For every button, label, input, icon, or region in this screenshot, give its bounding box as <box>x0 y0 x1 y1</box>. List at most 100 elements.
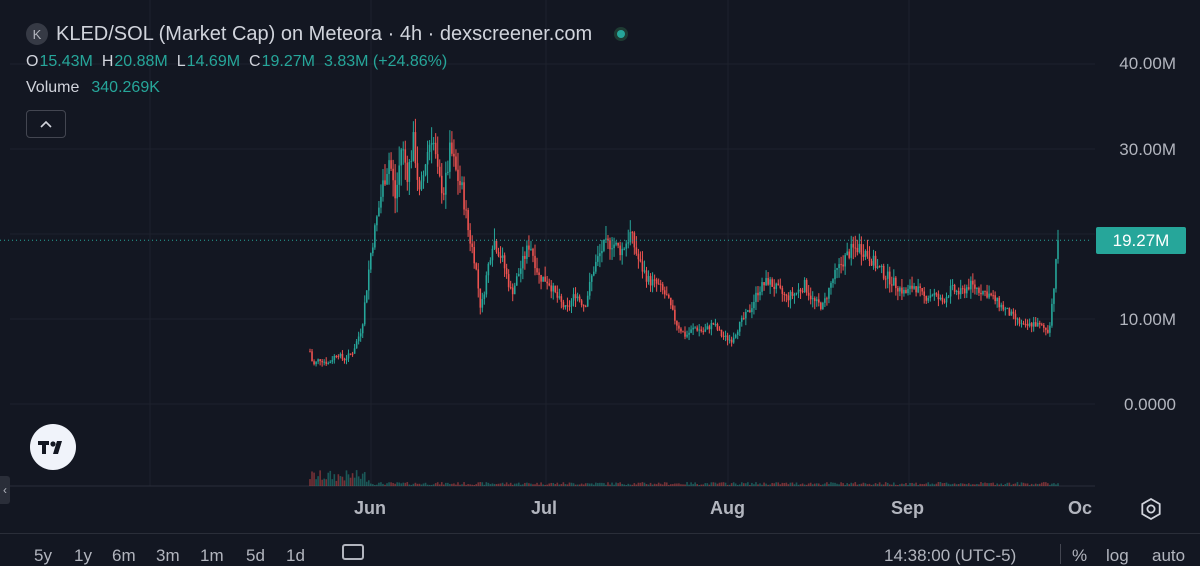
volume-bar <box>714 482 717 486</box>
volume-bar <box>475 484 478 486</box>
volume-bars <box>309 470 1059 486</box>
timeframe-5y[interactable]: 5y <box>34 546 52 565</box>
volume-bar <box>698 484 701 486</box>
volume-bar <box>927 482 930 486</box>
ohlc-close-value: 19.27M <box>261 53 315 70</box>
calendar-icon[interactable] <box>342 544 364 560</box>
volume-bar <box>347 474 350 486</box>
price-candles <box>309 118 1059 367</box>
candle-body <box>367 269 370 291</box>
volume-bar <box>323 478 325 486</box>
chart-pane[interactable]: K KLED/SOL (Market Cap) on Meteora · 4h … <box>0 0 1200 504</box>
timeframe-1d[interactable]: 1d <box>286 546 305 565</box>
volume-bar <box>832 482 834 486</box>
log-scale-toggle[interactable]: log <box>1106 546 1129 565</box>
chart-canvas[interactable] <box>0 0 1200 488</box>
candle-body <box>931 295 934 297</box>
volume-bar <box>923 484 926 486</box>
volume-bar <box>1010 484 1013 486</box>
tradingview-logo[interactable] <box>30 424 76 470</box>
volume-bar <box>753 484 755 486</box>
candle-body <box>372 247 374 254</box>
volume-bar <box>696 484 698 486</box>
volume-bar <box>509 482 512 486</box>
candle-body <box>485 275 488 295</box>
candle-body <box>828 287 830 299</box>
volume-bar <box>712 482 715 486</box>
percent-scale-toggle[interactable]: % <box>1072 546 1088 565</box>
timeframe-1m[interactable]: 1m <box>200 546 224 565</box>
candle-body <box>497 251 500 256</box>
volume-bar <box>414 482 417 486</box>
volume-bar <box>818 483 820 486</box>
candle-body <box>1016 318 1019 320</box>
volume-bar <box>965 484 968 486</box>
candle-body <box>325 361 328 364</box>
candle-body <box>813 298 816 302</box>
volume-bar <box>499 483 502 486</box>
volume-bar <box>517 482 520 486</box>
candle-body <box>597 256 599 262</box>
timeframe-3m[interactable]: 3m <box>156 546 180 565</box>
volume-bar <box>485 482 488 486</box>
volume-bar <box>631 484 634 486</box>
candle-body <box>803 279 806 292</box>
legend-collapse-button[interactable] <box>26 110 66 138</box>
timeframe-1y[interactable]: 1y <box>74 546 92 565</box>
candle-body <box>667 294 670 298</box>
candle-body <box>374 225 376 248</box>
volume-bar <box>1038 483 1041 486</box>
candle-body <box>627 242 630 244</box>
volume-bar <box>820 484 822 486</box>
candle-body <box>767 278 769 285</box>
candle-body <box>430 143 433 145</box>
ohlc-high-key: H <box>101 53 114 70</box>
candle-body <box>524 255 526 259</box>
candle-body <box>578 296 581 301</box>
candle-body <box>815 299 818 302</box>
volume-bar <box>595 482 597 486</box>
candle-body <box>442 193 445 195</box>
chart-settings-icon[interactable] <box>1138 496 1164 522</box>
candle-body <box>1040 324 1043 326</box>
candle-body <box>852 243 855 248</box>
volume-bar <box>647 484 650 486</box>
volume-bar <box>911 482 913 486</box>
volume-bar <box>588 483 591 486</box>
toolbar-divider <box>1060 544 1061 564</box>
volume-bar <box>406 482 409 486</box>
volume-bar <box>850 482 853 486</box>
volume-bar <box>455 484 457 486</box>
candle-body <box>438 166 441 176</box>
candle-body <box>742 317 745 319</box>
volume-bar <box>483 484 486 486</box>
volume-bar <box>935 483 938 486</box>
candle-body <box>647 276 650 282</box>
candle-body <box>319 359 321 362</box>
volume-bar <box>343 480 346 486</box>
timeframe-6m[interactable]: 6m <box>112 546 136 565</box>
volume-bar <box>789 482 792 486</box>
volume-bar <box>751 482 753 486</box>
candle-body <box>917 286 919 293</box>
volume-bar <box>590 483 593 486</box>
candle-body <box>505 268 508 275</box>
candle-body <box>757 292 759 296</box>
timeframe-5d[interactable]: 5d <box>246 546 265 565</box>
candle-body <box>625 243 628 249</box>
candle-body <box>1000 304 1003 308</box>
volume-bar <box>420 484 423 486</box>
timezone-clock[interactable]: 14:38:00 (UTC-5) <box>884 546 1017 565</box>
candle-body <box>1034 322 1037 327</box>
symbol-title[interactable]: KLED/SOL (Market Cap) on Meteora · 4h · … <box>56 22 593 45</box>
left-panel-toggle[interactable]: ‹ <box>0 476 10 504</box>
last-price-badge: 19.27M <box>1096 227 1186 255</box>
ohlc-low-value: 14.69M <box>186 53 241 70</box>
candle-body <box>661 284 664 291</box>
volume-bar <box>564 484 567 486</box>
candle-body <box>1049 325 1051 333</box>
candle-body <box>663 290 666 295</box>
candle-body <box>655 279 658 284</box>
candle-body <box>491 248 494 261</box>
auto-scale-toggle[interactable]: auto <box>1152 546 1186 565</box>
